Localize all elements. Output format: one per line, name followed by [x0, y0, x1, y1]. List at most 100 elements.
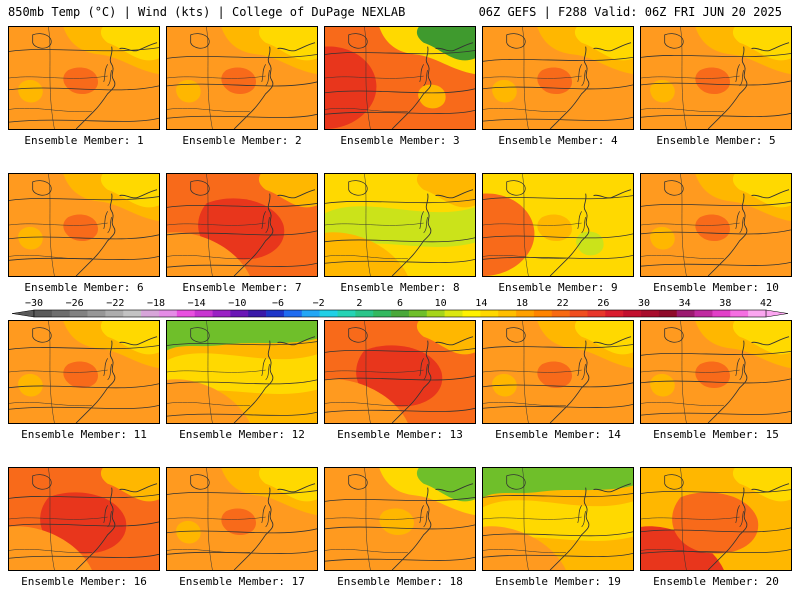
- colorbar-swatch: [444, 310, 463, 317]
- height-contour: [641, 229, 791, 235]
- colorbar-tick-label: 10: [435, 298, 447, 309]
- colorbar-tick-label: −2: [313, 298, 325, 309]
- state-borders: [9, 468, 108, 570]
- colorbar-swatch: [730, 310, 749, 317]
- temperature-region: [176, 79, 201, 103]
- height-contour: [9, 553, 159, 559]
- height-contour: [9, 256, 159, 261]
- bay-outline: [577, 358, 586, 381]
- colorbar-tick-label: 38: [719, 298, 731, 309]
- ensemble-member-map: [166, 26, 318, 130]
- ensemble-member-map: [482, 173, 634, 277]
- lake-outline: [32, 327, 52, 343]
- temperature-contour-map: [483, 174, 633, 276]
- height-contour: [167, 262, 317, 268]
- height-contour: [641, 261, 791, 267]
- coastline: [391, 46, 432, 129]
- colorbar-outline: [33, 309, 767, 318]
- ensemble-member-map: [640, 26, 792, 130]
- colorbar-swatch: [51, 310, 71, 317]
- height-contour: [483, 233, 633, 239]
- state-borders: [641, 468, 740, 570]
- temperature-region: [258, 174, 317, 208]
- run-valid-time: 06Z GEFS | F288 Valid: 06Z FRI JUN 20 20…: [478, 5, 782, 19]
- height-contour: [325, 375, 475, 381]
- colorbar-swatch: [176, 310, 195, 317]
- bay-outline: [261, 505, 270, 528]
- ensemble-member-map: [640, 173, 792, 277]
- lake-outline: [190, 327, 210, 343]
- temperature-contour-map: [9, 174, 159, 276]
- height-contour: [483, 116, 633, 122]
- colorbar-swatch: [337, 310, 356, 317]
- bay-outline: [419, 358, 428, 381]
- bay-outline: [261, 64, 270, 87]
- coastline: [75, 487, 116, 570]
- temperature-region: [63, 67, 98, 95]
- ensemble-member-label: Ensemble Member: 13: [337, 428, 463, 441]
- temperature-region: [18, 226, 43, 250]
- state-borders: [483, 468, 582, 570]
- ensemble-member-map: [640, 320, 792, 424]
- lake-outline: [664, 474, 684, 490]
- ensemble-member-map: [166, 467, 318, 571]
- ensemble-member-map: [324, 173, 476, 277]
- lake-outline: [506, 33, 526, 49]
- colorbar-swatch: [516, 310, 535, 317]
- temperature-region: [483, 468, 633, 498]
- colorbar-tick-label: −26: [66, 298, 84, 309]
- ensemble-member-map: [8, 320, 160, 424]
- coastline: [75, 340, 116, 423]
- coastline: [435, 42, 474, 52]
- lake-outline: [32, 474, 52, 490]
- temperature-region: [537, 361, 572, 389]
- colorbar-swatch: [623, 310, 642, 317]
- ensemble-member-label: Ensemble Member: 11: [21, 428, 147, 441]
- height-contour: [483, 531, 633, 537]
- colorbar-tick-label: 26: [597, 298, 609, 309]
- ensemble-member-label: Ensemble Member: 5: [656, 134, 776, 147]
- temperature-region: [483, 526, 566, 570]
- coastline: [593, 42, 632, 52]
- colorbar-swatch: [141, 310, 160, 317]
- bay-outline: [261, 358, 270, 381]
- temperature-contour-map: [641, 27, 791, 129]
- temperature-contour-map: [325, 27, 475, 129]
- temperature-region: [695, 67, 730, 95]
- state-borders: [9, 321, 108, 423]
- colorbar-swatch: [551, 310, 570, 317]
- colorbar-swatch: [34, 310, 53, 317]
- temperature-region: [258, 27, 317, 61]
- height-contour: [9, 404, 159, 410]
- temperature-contour-map: [167, 27, 317, 129]
- state-borders: [325, 321, 424, 423]
- colorbar-tick-label: −10: [228, 298, 246, 309]
- ensemble-member-label: Ensemble Member: 15: [653, 428, 779, 441]
- ensemble-member-map: [324, 320, 476, 424]
- height-contour: [325, 88, 475, 94]
- state-borders: [483, 27, 582, 129]
- colorbar-tick-label: 2: [356, 298, 362, 309]
- colorbar-swatch: [533, 310, 553, 317]
- lake-outline: [190, 474, 210, 490]
- height-contour: [325, 258, 475, 264]
- colorbar-swatch: [212, 310, 231, 317]
- ensemble-member-label: Ensemble Member: 16: [21, 575, 147, 588]
- bay-outline: [735, 505, 744, 528]
- colorbar-swatch: [498, 310, 517, 317]
- ensemble-member-label: Ensemble Member: 20: [653, 575, 779, 588]
- height-contour: [483, 552, 633, 558]
- height-contour: [9, 521, 159, 527]
- colorbar-swatch: [748, 310, 767, 317]
- state-borders: [9, 174, 108, 276]
- colorbar-tick-label: 14: [475, 298, 487, 309]
- ensemble-member-map: [8, 467, 160, 571]
- temperature-region: [63, 361, 98, 389]
- coastline: [707, 340, 748, 423]
- lake-outline: [190, 180, 210, 196]
- temperature-region: [650, 79, 675, 103]
- temperature-region: [416, 468, 475, 502]
- lake-outline: [32, 180, 52, 196]
- height-contour: [483, 493, 633, 498]
- lake-outline: [506, 327, 526, 343]
